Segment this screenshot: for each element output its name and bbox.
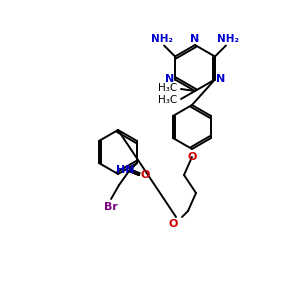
- Text: O: O: [187, 152, 197, 162]
- Text: N: N: [190, 34, 200, 44]
- Text: HN: HN: [116, 165, 134, 175]
- Text: Br: Br: [104, 202, 118, 212]
- Text: NH₂: NH₂: [217, 34, 239, 44]
- Text: H₃C: H₃C: [158, 95, 177, 105]
- Text: H₃C: H₃C: [158, 83, 177, 93]
- Text: O: O: [169, 219, 178, 229]
- Text: N: N: [165, 74, 174, 85]
- Text: NH₂: NH₂: [151, 34, 173, 44]
- Text: N: N: [216, 74, 225, 85]
- Text: O: O: [140, 170, 149, 180]
